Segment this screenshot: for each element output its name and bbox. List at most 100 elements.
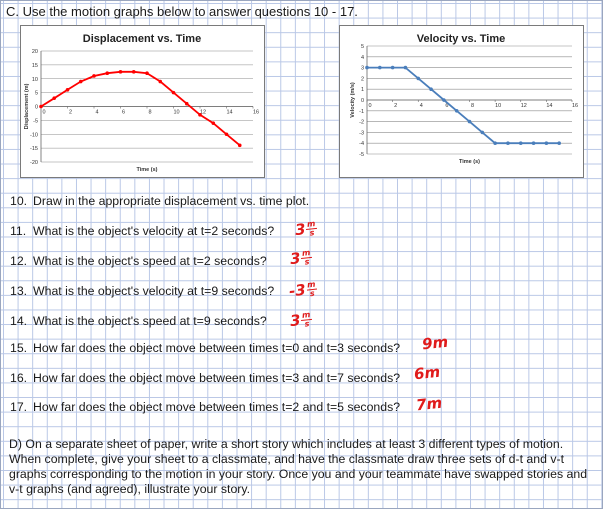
x-tick-label: 4 (95, 110, 98, 116)
data-point (184, 101, 189, 106)
question-number: 15. (10, 341, 28, 355)
x-tick-label: 0 (368, 103, 371, 109)
question-12: 12. What is the object's speed at t=2 sec… (10, 254, 267, 268)
data-point (390, 65, 395, 70)
data-point (493, 141, 497, 145)
question-text: What is the object's velocity at t=9 sec… (33, 284, 275, 298)
y-tick-label: 4 (361, 55, 364, 61)
data-point (78, 79, 83, 84)
handwritten-answer: 7m (415, 394, 443, 415)
unit-denominator: s (304, 319, 310, 329)
data-point (237, 143, 242, 148)
x-tick-label: 6 (122, 110, 125, 116)
data-point (65, 88, 70, 92)
unit-denominator: s (309, 288, 316, 299)
answer-value: 3 (294, 220, 307, 240)
section-c-heading: C. Use the motion graphs below to answer… (6, 4, 358, 19)
handwritten-answer: 6m (413, 363, 441, 384)
question-number: 11. (10, 224, 27, 238)
y-tick-label: 1 (361, 87, 364, 93)
question-text: What is the object's speed at t=2 second… (33, 254, 267, 268)
question-14: 14. What is the object's speed at t=9 sec… (10, 314, 267, 328)
y-tick-label: 0 (361, 98, 364, 104)
handwritten-answer: -3 m s (288, 280, 318, 301)
y-axis-label: Velocity (m/s) (350, 82, 356, 118)
question-number: 16. (10, 371, 28, 385)
data-point (118, 70, 123, 74)
question-text: How far does the object move between tim… (33, 400, 401, 414)
data-point (131, 70, 136, 74)
question-number: 17. (10, 400, 28, 414)
y-tick-label: 5 (361, 44, 364, 50)
x-tick-label: 2 (394, 103, 397, 109)
x-tick-label: 14 (226, 110, 232, 116)
data-point (467, 119, 472, 124)
section-d-text: D) On a separate sheet of paper, write a… (9, 437, 588, 496)
y-tick-label: -20 (30, 160, 38, 166)
y-axis-label: Displacement (m) (24, 83, 30, 129)
answer-value: 3 (289, 249, 302, 269)
x-tick-label: 10 (495, 103, 501, 109)
x-tick-label: 0 (42, 110, 45, 116)
question-text: What is the object's velocity at t=2 sec… (33, 224, 275, 238)
x-tick-label: 4 (420, 103, 423, 109)
question-number: 10. (10, 194, 28, 208)
y-tick-label: 3 (361, 66, 364, 72)
data-point (365, 65, 369, 70)
x-tick-label: 2 (69, 110, 72, 116)
data-point (198, 113, 202, 117)
y-tick-label: 2 (361, 76, 364, 82)
data-point (224, 132, 229, 137)
answer-value: 6m (413, 362, 441, 384)
data-point (39, 104, 43, 109)
question-13: 13. What is the object's velocity at t=9 … (10, 284, 274, 298)
data-point (518, 141, 523, 145)
y-tick-label: -15 (30, 146, 38, 152)
question-number: 13. (10, 284, 28, 298)
data-point (544, 141, 549, 145)
question-text: Draw in the appropriate displacement vs.… (33, 194, 310, 208)
series-line (367, 66, 560, 145)
answer-value: 9m (421, 332, 449, 354)
y-tick-label: 0 (35, 105, 38, 111)
y-tick-label: 20 (32, 49, 38, 55)
data-point (429, 87, 433, 91)
y-tick-label: 15 (32, 63, 38, 69)
data-point (92, 74, 96, 78)
x-axis-label: Time (s) (459, 159, 480, 165)
question-number: 14. (10, 314, 28, 328)
y-tick-label: -4 (359, 141, 364, 147)
data-point (145, 71, 149, 75)
data-point (171, 90, 176, 95)
y-tick-label: -1 (359, 109, 364, 115)
question-16: 16. How far does the object move between … (10, 371, 400, 385)
question-15: 15. How far does the object move between … (10, 341, 400, 355)
data-point (454, 109, 459, 113)
data-point (105, 71, 110, 75)
question-text: How far does the object move between tim… (33, 341, 401, 355)
displacement-chart-panel: Displacement vs. Time -20 -15 -10 -5 0 5 10 15 20… (20, 25, 265, 178)
velocity-chart-panel: Velocity vs. Time -5 -4 -3 -2 -1 0 1 2 3 4 5 0 2 4 6 8 10… (339, 25, 584, 178)
data-point (403, 65, 408, 70)
chart-title: Velocity vs. Time (417, 33, 505, 45)
data-point (158, 79, 163, 84)
data-point (557, 141, 561, 145)
y-tick-label: -5 (359, 152, 364, 158)
data-point (416, 76, 421, 81)
question-17: 17. How far does the object move between … (10, 400, 400, 414)
answer-value: 3 (289, 311, 302, 331)
question-text: How far does the object move between tim… (33, 371, 401, 385)
x-tick-label: 16 (572, 103, 578, 109)
answer-value: -3 (288, 280, 307, 301)
question-10: 10. Draw in the appropriate displacement … (10, 194, 309, 208)
x-tick-label: 6 (445, 103, 448, 109)
x-tick-label: 14 (546, 103, 552, 109)
x-axis-label: Time (s) (137, 167, 158, 173)
y-tick-label: -3 (359, 130, 364, 136)
x-tick-label: 8 (148, 110, 151, 116)
data-point (442, 98, 446, 102)
unit-denominator: s (304, 257, 310, 267)
